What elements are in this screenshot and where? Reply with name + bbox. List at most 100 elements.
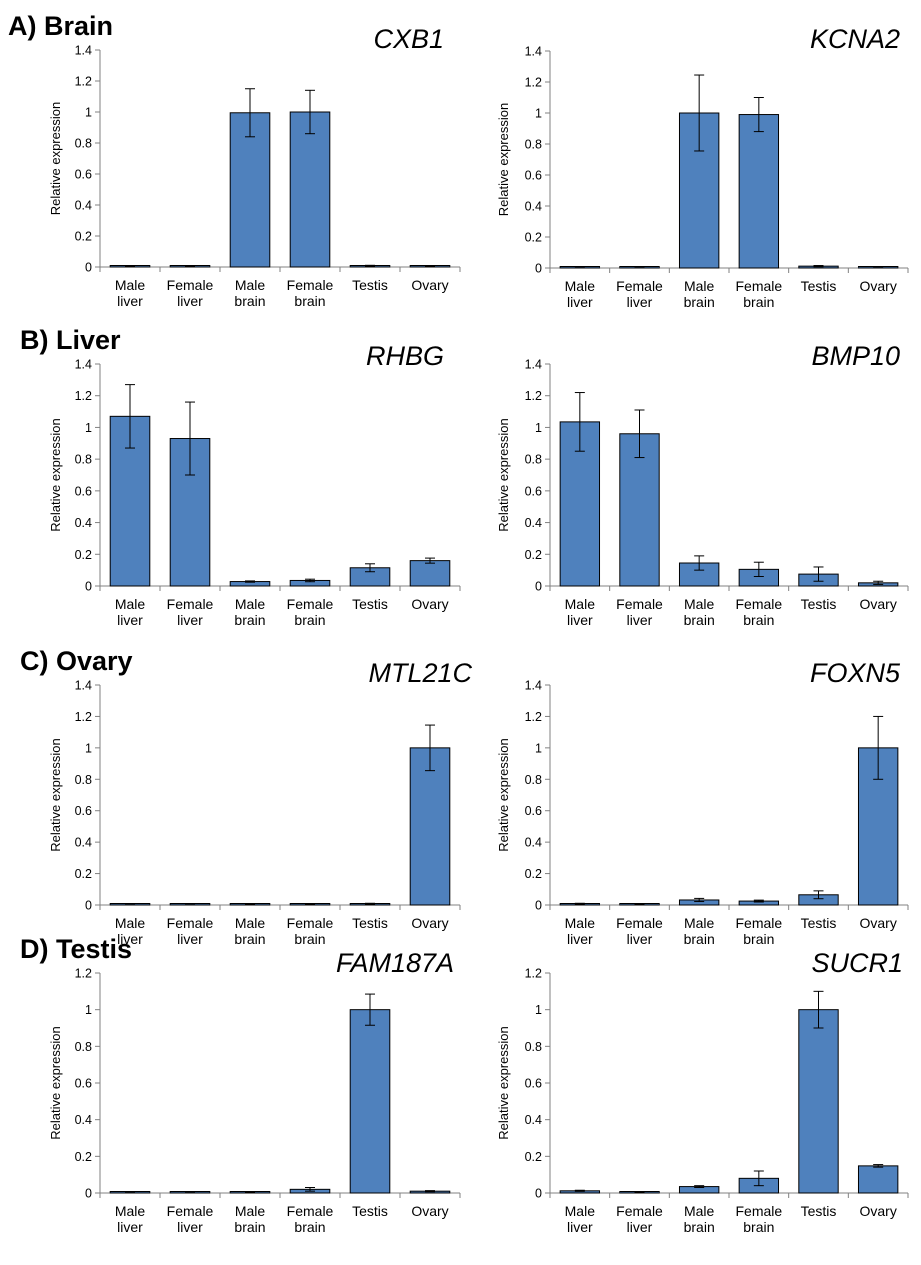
category-label: brain [234, 293, 265, 309]
y-tick-label: 0.6 [525, 484, 542, 498]
chart-bmp10: BMP10 Relative expression 0 0.2 0.4 0.6 0.8 1 1.… [496, 341, 909, 628]
y-axis-label: Relative expression [496, 1026, 511, 1139]
category-label: liver [627, 294, 653, 310]
chart-fam187a: FAM187A Relative expression 0 0.2 0.4 0.6 0.8 1… [48, 948, 461, 1235]
category-label: Male [235, 915, 266, 931]
category-label: Male [115, 596, 146, 612]
category-label: Female [616, 1203, 663, 1219]
category-label: liver [177, 1219, 203, 1235]
category-label: brain [743, 931, 774, 947]
bar [738, 114, 780, 269]
bar [289, 111, 331, 268]
y-tick-label: 1.2 [75, 75, 92, 89]
y-axis-label: Relative expression [48, 418, 63, 531]
section-label-testis: D) Testis [20, 934, 132, 964]
category-label: Male [235, 596, 266, 612]
y-tick-label: 0.2 [75, 548, 92, 562]
y-tick-label: 1 [85, 421, 92, 435]
bar [409, 560, 451, 587]
y-tick-label: 0.6 [75, 1077, 92, 1091]
y-tick-label: 1 [85, 106, 92, 120]
category-label: brain [234, 612, 265, 628]
y-tick-label: 0.4 [525, 516, 542, 530]
category-label: liver [177, 293, 203, 309]
y-tick-label: 1.2 [525, 76, 542, 90]
category-label: Female [287, 915, 334, 931]
y-tick-label: 0 [85, 580, 92, 594]
y-tick-label: 0 [535, 899, 542, 913]
category-label: Female [287, 596, 334, 612]
category-label: liver [117, 293, 143, 309]
y-tick-label: 0.6 [75, 484, 92, 498]
category-label: Female [735, 915, 782, 931]
category-label: Ovary [411, 277, 448, 293]
category-label: brain [743, 1219, 774, 1235]
chart-title: FAM187A [336, 948, 454, 978]
y-tick-label: 0.8 [75, 137, 92, 151]
y-tick-label: 0.8 [525, 1040, 542, 1054]
y-tick-label: 1.2 [75, 967, 92, 981]
category-label: brain [234, 931, 265, 947]
category-label: liver [177, 931, 203, 947]
category-label: liver [567, 931, 593, 947]
y-tick-label: 1.2 [75, 710, 92, 724]
y-tick-label: 0.2 [75, 1150, 92, 1164]
category-label: Male [115, 915, 146, 931]
y-tick-label: 0.4 [525, 1113, 542, 1127]
bar [409, 747, 451, 906]
chart-title: RHBG [366, 341, 444, 371]
category-label: Female [735, 278, 782, 294]
y-tick-label: 1 [535, 1003, 542, 1017]
category-label: Testis [801, 1203, 837, 1219]
section-label-ovary: C) Ovary [20, 646, 133, 676]
y-axis-label: Relative expression [496, 418, 511, 531]
category-label: brain [294, 612, 325, 628]
category-label: liver [567, 1219, 593, 1235]
y-tick-label: 1.4 [75, 44, 92, 58]
category-label: Female [616, 596, 663, 612]
section-label-brain: A) Brain [8, 11, 113, 41]
chart-title: BMP10 [811, 341, 900, 371]
category-label: Ovary [411, 915, 448, 931]
y-axis-label: Relative expression [48, 102, 63, 215]
y-tick-label: 1 [85, 1003, 92, 1017]
y-tick-label: 0.8 [525, 138, 542, 152]
category-label: Male [235, 277, 266, 293]
chart-kcna2: KCNA2 Relative expression 0 0.2 0.4 0.6 0.8 1 1.… [496, 24, 909, 310]
category-label: Testis [352, 596, 388, 612]
y-tick-label: 1.4 [525, 45, 542, 59]
category-label: brain [684, 294, 715, 310]
category-label: liver [117, 931, 143, 947]
category-label: liver [117, 1219, 143, 1235]
category-label: Ovary [411, 1203, 448, 1219]
category-label: brain [294, 293, 325, 309]
category-label: Testis [352, 915, 388, 931]
category-label: liver [627, 931, 653, 947]
category-label: Ovary [859, 278, 896, 294]
category-label: brain [234, 1219, 265, 1235]
bar [229, 112, 271, 268]
category-label: Male [565, 1203, 596, 1219]
y-tick-label: 1 [535, 421, 542, 435]
category-label: Female [287, 277, 334, 293]
y-tick-label: 1.2 [525, 389, 542, 403]
category-label: brain [684, 931, 715, 947]
y-tick-label: 0.6 [525, 1077, 542, 1091]
y-tick-label: 1 [535, 107, 542, 121]
y-tick-label: 0.8 [75, 1040, 92, 1054]
category-label: Male [684, 278, 715, 294]
y-tick-label: 0.4 [525, 200, 542, 214]
category-label: liver [567, 612, 593, 628]
bar [619, 433, 660, 587]
y-tick-label: 0.4 [75, 1113, 92, 1127]
category-label: Male [684, 1203, 715, 1219]
category-label: Female [287, 1203, 334, 1219]
category-label: liver [627, 612, 653, 628]
y-tick-label: 0.8 [525, 453, 542, 467]
category-label: brain [684, 1219, 715, 1235]
category-label: Testis [352, 1203, 388, 1219]
y-tick-label: 0.4 [75, 199, 92, 213]
y-tick-label: 1.2 [525, 967, 542, 981]
category-label: Male [235, 1203, 266, 1219]
